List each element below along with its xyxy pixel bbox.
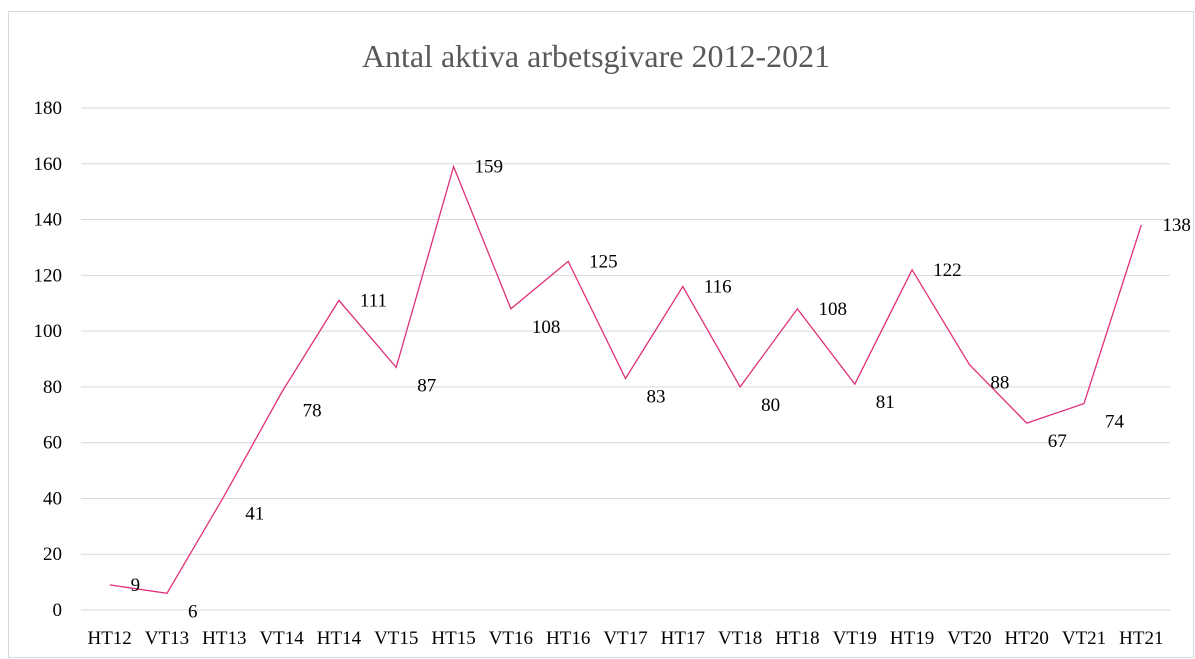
y-tick-label: 60 bbox=[43, 433, 62, 454]
x-tick-label: VT20 bbox=[947, 628, 991, 649]
data-label: 108 bbox=[818, 299, 847, 320]
y-axis-ticks: 0 20 40 60 80 100 120 140 160 180 bbox=[34, 98, 63, 621]
y-tick-label: 120 bbox=[34, 265, 63, 286]
x-tick-label: VT19 bbox=[833, 628, 877, 649]
x-tick-label: HT17 bbox=[661, 628, 705, 649]
data-label: 125 bbox=[589, 251, 618, 272]
series-line-group bbox=[109, 164, 1142, 595]
y-tick-label: 100 bbox=[34, 321, 63, 342]
grid-lines bbox=[81, 107, 1170, 611]
chart-title: Antal aktiva arbetsgivare 2012-2021 bbox=[362, 38, 830, 74]
y-tick-label: 0 bbox=[53, 600, 63, 621]
x-axis-ticks: HT12 VT13 HT13 VT14 HT14 VT15 HT15 VT16 HT16 VT17… bbox=[87, 628, 1163, 649]
data-label: 122 bbox=[933, 260, 962, 281]
x-tick-label: HT12 bbox=[87, 628, 131, 649]
y-tick-label: 80 bbox=[43, 377, 62, 398]
x-tick-label: HT13 bbox=[202, 628, 246, 649]
data-label: 6 bbox=[188, 601, 198, 622]
x-tick-label: VT18 bbox=[718, 628, 762, 649]
series-line bbox=[109, 164, 1142, 595]
x-tick-label: VT16 bbox=[489, 628, 533, 649]
data-label: 41 bbox=[245, 504, 264, 525]
data-labels: 9 6 41 78 111 87 159 108 125 83 116 80 108 81 122 88 67 7… bbox=[131, 157, 1191, 623]
data-label: 159 bbox=[475, 157, 504, 178]
chart-frame bbox=[8, 11, 1194, 658]
data-label: 111 bbox=[360, 290, 387, 311]
x-tick-label: VT21 bbox=[1062, 628, 1106, 649]
x-tick-label: VT17 bbox=[603, 628, 647, 649]
data-label: 81 bbox=[876, 392, 895, 413]
data-label: 87 bbox=[417, 375, 436, 396]
x-tick-label: VT15 bbox=[374, 628, 418, 649]
y-tick-label: 160 bbox=[34, 154, 63, 175]
data-label: 74 bbox=[1105, 412, 1125, 433]
data-label: 83 bbox=[647, 387, 666, 408]
data-label: 116 bbox=[704, 276, 732, 297]
x-tick-label: VT13 bbox=[145, 628, 189, 649]
data-label: 108 bbox=[532, 317, 561, 338]
y-tick-label: 40 bbox=[43, 488, 62, 509]
x-tick-label: HT20 bbox=[1005, 628, 1049, 649]
data-label: 78 bbox=[303, 400, 322, 421]
data-label: 80 bbox=[761, 395, 780, 416]
x-tick-label: HT21 bbox=[1119, 628, 1163, 649]
y-tick-label: 140 bbox=[34, 210, 63, 231]
x-tick-label: VT14 bbox=[259, 628, 304, 649]
data-label: 9 bbox=[131, 575, 141, 596]
x-tick-label: HT18 bbox=[775, 628, 819, 649]
x-tick-label: HT16 bbox=[546, 628, 590, 649]
data-label: 138 bbox=[1162, 215, 1191, 236]
data-label: 88 bbox=[990, 373, 1009, 394]
y-tick-label: 20 bbox=[43, 544, 62, 565]
x-tick-label: HT19 bbox=[890, 628, 934, 649]
y-tick-label: 180 bbox=[34, 98, 63, 119]
x-tick-label: HT15 bbox=[431, 628, 475, 649]
x-tick-label: HT14 bbox=[317, 628, 362, 649]
data-label: 67 bbox=[1048, 431, 1067, 452]
